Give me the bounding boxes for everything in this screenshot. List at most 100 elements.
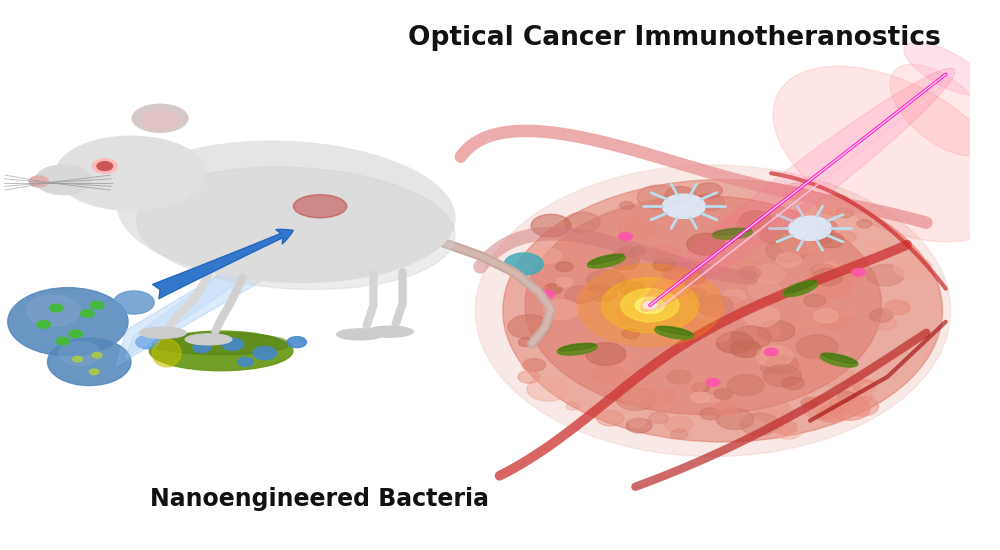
Ellipse shape (152, 339, 181, 367)
Circle shape (629, 417, 646, 427)
Circle shape (806, 229, 834, 245)
Circle shape (836, 232, 856, 243)
Circle shape (815, 263, 840, 277)
Circle shape (714, 214, 757, 239)
Circle shape (556, 278, 572, 287)
Circle shape (646, 388, 677, 405)
Circle shape (605, 284, 621, 293)
Ellipse shape (557, 343, 597, 355)
Circle shape (559, 255, 586, 270)
Circle shape (894, 257, 931, 278)
Circle shape (48, 338, 131, 386)
Circle shape (736, 217, 760, 230)
Ellipse shape (142, 111, 178, 129)
Circle shape (518, 338, 533, 346)
Circle shape (619, 233, 632, 240)
Circle shape (637, 185, 680, 209)
Circle shape (622, 385, 661, 407)
Circle shape (769, 422, 783, 430)
Circle shape (578, 322, 617, 344)
Circle shape (616, 282, 650, 301)
Circle shape (696, 295, 733, 316)
Circle shape (752, 265, 785, 283)
Circle shape (738, 266, 761, 279)
Circle shape (764, 348, 778, 356)
Ellipse shape (641, 68, 955, 311)
Circle shape (867, 265, 904, 286)
Circle shape (692, 383, 709, 393)
Circle shape (706, 395, 720, 403)
Circle shape (744, 306, 779, 327)
Ellipse shape (712, 228, 752, 239)
Circle shape (683, 284, 719, 305)
Circle shape (69, 330, 82, 338)
Circle shape (816, 277, 853, 298)
Circle shape (760, 227, 789, 244)
Circle shape (846, 272, 863, 282)
Circle shape (755, 326, 780, 340)
Circle shape (727, 375, 764, 395)
Ellipse shape (337, 329, 383, 340)
Circle shape (629, 390, 647, 400)
Circle shape (582, 315, 597, 323)
Circle shape (616, 304, 649, 323)
Circle shape (691, 392, 710, 403)
Circle shape (796, 242, 819, 256)
Circle shape (682, 271, 706, 284)
Circle shape (665, 416, 693, 432)
Circle shape (577, 264, 723, 346)
Circle shape (673, 273, 697, 287)
Circle shape (665, 186, 696, 204)
Ellipse shape (525, 196, 881, 415)
Circle shape (685, 318, 707, 332)
Circle shape (852, 268, 865, 276)
Circle shape (573, 345, 592, 356)
Circle shape (29, 176, 49, 187)
Circle shape (775, 424, 802, 439)
Circle shape (616, 388, 657, 410)
Circle shape (566, 402, 580, 410)
Circle shape (801, 397, 842, 419)
Circle shape (792, 358, 833, 381)
Ellipse shape (185, 334, 232, 345)
Circle shape (884, 300, 910, 315)
Circle shape (782, 183, 813, 201)
Circle shape (544, 300, 579, 320)
Circle shape (808, 265, 844, 285)
Circle shape (740, 211, 771, 228)
Circle shape (844, 397, 879, 416)
Circle shape (761, 364, 778, 373)
Circle shape (863, 240, 885, 252)
Circle shape (817, 195, 853, 215)
Circle shape (97, 162, 113, 170)
Circle shape (773, 357, 815, 381)
Circle shape (92, 159, 117, 173)
Circle shape (705, 307, 728, 320)
Circle shape (619, 261, 636, 271)
Circle shape (651, 245, 681, 262)
Circle shape (607, 251, 639, 270)
Circle shape (618, 247, 637, 258)
Ellipse shape (367, 326, 413, 337)
Ellipse shape (132, 104, 188, 133)
Circle shape (565, 286, 595, 303)
Circle shape (619, 281, 644, 295)
Circle shape (801, 397, 818, 407)
Circle shape (81, 310, 94, 317)
Circle shape (716, 408, 754, 430)
Circle shape (89, 369, 99, 375)
Circle shape (37, 321, 50, 328)
Circle shape (73, 356, 82, 362)
Circle shape (782, 377, 804, 390)
Circle shape (731, 326, 772, 349)
Circle shape (813, 268, 843, 285)
Circle shape (684, 333, 700, 342)
Polygon shape (116, 214, 349, 366)
Circle shape (647, 294, 671, 307)
Circle shape (90, 301, 104, 309)
Circle shape (789, 216, 831, 240)
Circle shape (837, 386, 872, 406)
Circle shape (635, 297, 664, 313)
Circle shape (706, 378, 720, 386)
Circle shape (534, 248, 561, 263)
